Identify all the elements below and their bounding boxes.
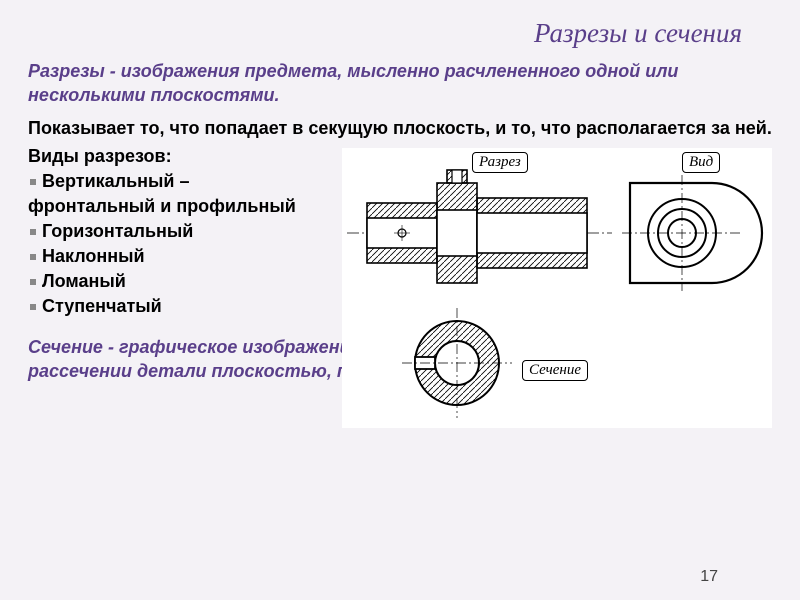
sechenie-drawing <box>402 308 512 418</box>
list-heading: Виды разрезов: <box>28 146 368 167</box>
label-vid: Вид <box>682 152 720 173</box>
page-number: 17 <box>700 568 718 586</box>
description-text: Показывает то, что попадает в секущую пл… <box>28 116 772 140</box>
slide-title: Разрезы и сечения <box>28 18 772 49</box>
list-item-naklonny: Наклонный <box>28 246 368 267</box>
technical-diagram: Разрез Вид Сечение <box>342 148 772 428</box>
list-item-lomany: Ломаный <box>28 271 368 292</box>
definition-razrezy: Разрезы - изображения предмета, мысленно… <box>28 59 772 108</box>
razrez-drawing <box>347 170 612 283</box>
slide: Разрезы и сечения Разрезы - изображения … <box>0 0 800 600</box>
list-item-vertical: Вертикальный – <box>28 171 368 192</box>
label-razrez: Разрез <box>472 152 528 173</box>
list-subitem-frontal: фронтальный и профильный <box>28 196 368 217</box>
left-column: Виды разрезов: Вертикальный – фронтальны… <box>28 146 368 317</box>
diagram-svg <box>342 148 772 428</box>
list-item-stupench: Ступенчатый <box>28 296 368 317</box>
label-sechenie: Сечение <box>522 360 588 381</box>
vid-drawing <box>622 175 762 291</box>
list-item-horizontal: Горизонтальный <box>28 221 368 242</box>
